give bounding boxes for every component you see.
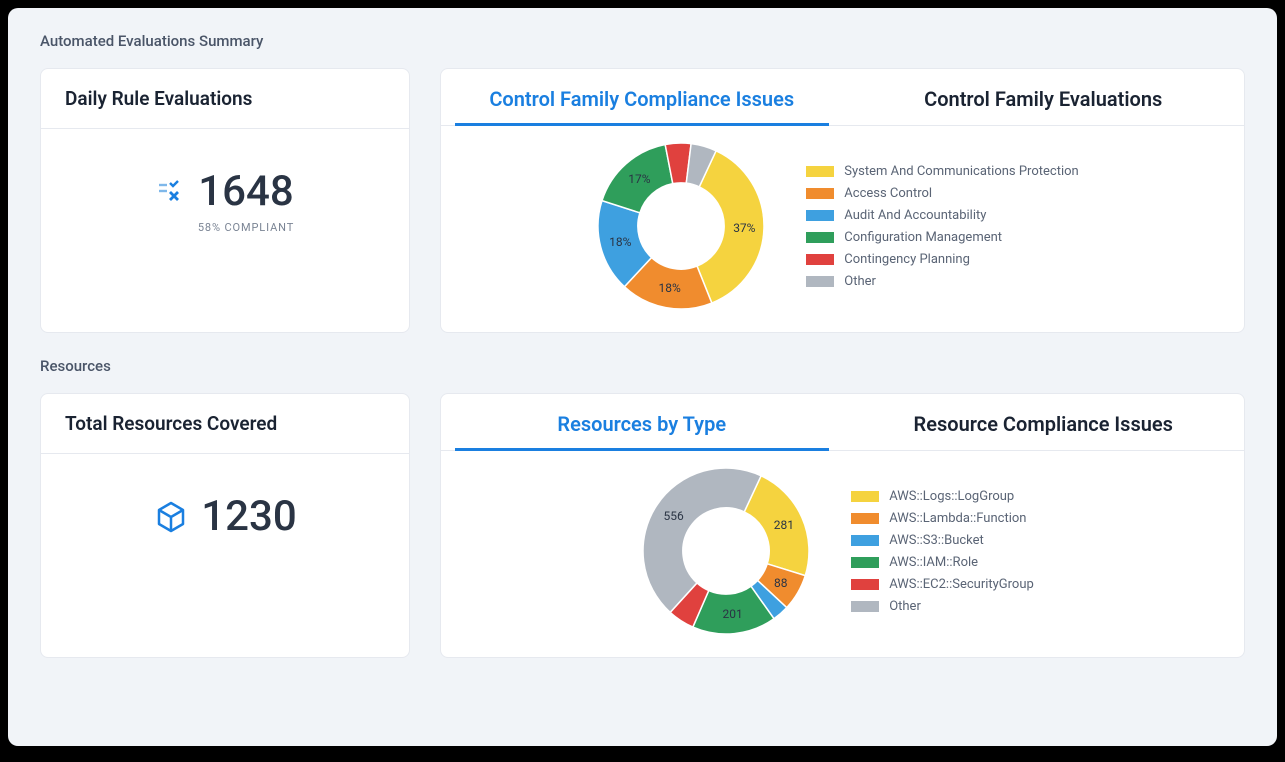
- legend-label: AWS::Logs::LogGroup: [889, 489, 1014, 504]
- card-daily-rule-evaluations: Daily Rule Evaluations 1648 58% COMPLIAN…: [40, 68, 410, 333]
- stat-value: 1648: [198, 171, 293, 213]
- tab-resource-compliance-issues[interactable]: Resource Compliance Issues: [843, 394, 1245, 450]
- legend-item[interactable]: Other: [806, 274, 1078, 289]
- dashboard-page: Automated Evaluations Summary Daily Rule…: [8, 8, 1277, 746]
- chart-area-control: 37% 18% 18% 17% System And Communications P…: [441, 126, 1244, 326]
- stat-value: 1230: [201, 496, 296, 538]
- section-title-evaluations: Automated Evaluations Summary: [40, 32, 1245, 50]
- card-total-resources: Total Resources Covered 1230: [40, 393, 410, 658]
- slice-label: 201: [723, 607, 743, 621]
- legend-label: System And Communications Protection: [844, 164, 1078, 179]
- legend-swatch: [851, 535, 879, 546]
- legend-label: Audit And Accountability: [844, 208, 986, 223]
- slice-label: 556: [664, 509, 684, 523]
- legend-label: AWS::EC2::SecurityGroup: [889, 577, 1034, 592]
- legend-swatch: [806, 188, 834, 199]
- legend-label: AWS::S3::Bucket: [889, 533, 984, 548]
- legend-swatch: [806, 254, 834, 265]
- legend-item[interactable]: Access Control: [806, 186, 1078, 201]
- slice-label: 37%: [733, 221, 755, 235]
- tab-control-evaluations[interactable]: Control Family Evaluations: [843, 69, 1245, 125]
- legend-item[interactable]: Contingency Planning: [806, 252, 1078, 267]
- legend-swatch: [806, 232, 834, 243]
- legend-item[interactable]: Other: [851, 599, 1034, 614]
- tab-control-compliance-issues[interactable]: Control Family Compliance Issues: [441, 69, 843, 125]
- legend-item[interactable]: System And Communications Protection: [806, 164, 1078, 179]
- tabs-resources: Resources by Type Resource Compliance Is…: [441, 394, 1244, 451]
- legend-swatch: [806, 210, 834, 221]
- evaluations-icon: [156, 177, 186, 207]
- legend-control: System And Communications Protection Acce…: [806, 164, 1078, 289]
- section-title-resources: Resources: [40, 357, 1245, 375]
- legend-item[interactable]: AWS::IAM::Role: [851, 555, 1034, 570]
- slice-label: 18%: [609, 235, 631, 249]
- legend-item[interactable]: AWS::Lambda::Function: [851, 511, 1034, 526]
- legend-label: AWS::Lambda::Function: [889, 511, 1026, 526]
- legend-swatch: [806, 166, 834, 177]
- row-resources: Total Resources Covered 1230 Resources b…: [40, 393, 1245, 658]
- row-evaluations: Daily Rule Evaluations 1648 58% COMPLIAN…: [40, 68, 1245, 333]
- legend-item[interactable]: Audit And Accountability: [806, 208, 1078, 223]
- legend-label: AWS::IAM::Role: [889, 555, 978, 570]
- legend-label: Other: [844, 274, 876, 289]
- legend-item[interactable]: AWS::EC2::SecurityGroup: [851, 577, 1034, 592]
- stat-subtext: 58% COMPLIANT: [198, 221, 294, 234]
- legend-label: Configuration Management: [844, 230, 1002, 245]
- legend-swatch: [806, 276, 834, 287]
- tab-resources-by-type[interactable]: Resources by Type: [441, 394, 843, 450]
- card-title: Total Resources Covered: [41, 394, 409, 454]
- legend-item[interactable]: Configuration Management: [806, 230, 1078, 245]
- card-body: 1648 58% COMPLIANT: [41, 129, 409, 234]
- card-body: 1230: [41, 454, 409, 538]
- tabs-control: Control Family Compliance Issues Control…: [441, 69, 1244, 126]
- chart-area-resources: 28188201 556 AWS::Logs::LogGroupAWS::Lamb…: [441, 451, 1244, 651]
- legend-label: Access Control: [844, 186, 932, 201]
- legend-swatch: [851, 491, 879, 502]
- slice-label: 88: [774, 576, 788, 590]
- slice-label: 18%: [659, 281, 681, 295]
- card-control-family: Control Family Compliance Issues Control…: [440, 68, 1245, 333]
- cube-icon: [153, 499, 189, 535]
- legend-label: Other: [889, 599, 921, 614]
- legend-item[interactable]: AWS::Logs::LogGroup: [851, 489, 1034, 504]
- slice-label: 281: [774, 518, 794, 532]
- donut-control: 37% 18% 18% 17%: [596, 141, 766, 311]
- stat-row: 1648: [156, 171, 293, 213]
- legend-swatch: [851, 557, 879, 568]
- card-resources-by-type: Resources by Type Resource Compliance Is…: [440, 393, 1245, 658]
- stat-row: 1230: [153, 496, 296, 538]
- card-title: Daily Rule Evaluations: [41, 69, 409, 129]
- slice-label: 17%: [628, 172, 650, 186]
- legend-item[interactable]: AWS::S3::Bucket: [851, 533, 1034, 548]
- legend-swatch: [851, 513, 879, 524]
- donut-resources: 281 88 201 556: [641, 466, 811, 636]
- legend-resources: AWS::Logs::LogGroupAWS::Lambda::Function…: [851, 489, 1034, 614]
- legend-swatch: [851, 579, 879, 590]
- legend-swatch: [851, 601, 879, 612]
- legend-label: Contingency Planning: [844, 252, 970, 267]
